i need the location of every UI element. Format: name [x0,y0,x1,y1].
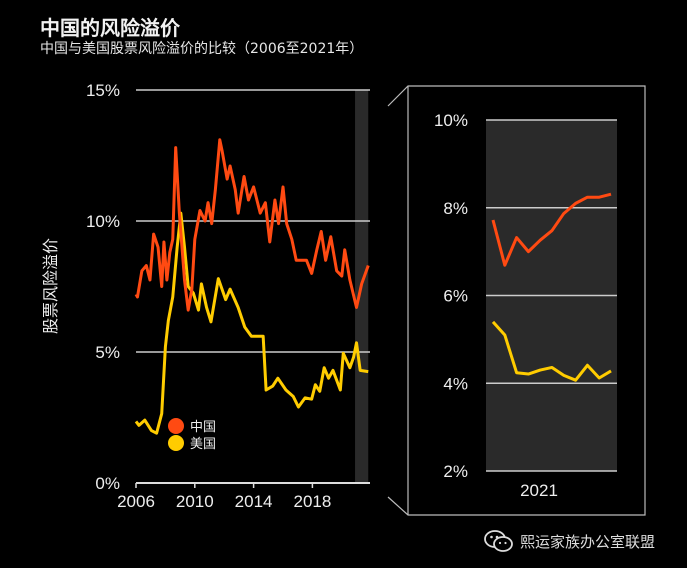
legend-label: 中国 [190,420,216,435]
wechat-icon [484,530,513,552]
inset-frame [387,85,646,516]
x-tick-label: 2021 [520,481,558,500]
y-tick-label: 0% [95,474,120,493]
legend-label: 美国 [190,437,216,452]
x-tick-label: 2014 [235,492,273,511]
x-tick-label: 2010 [176,492,214,511]
y-tick-label: 2% [443,462,468,481]
y-tick-label: 10% [434,111,468,130]
chart-subtitle: 中国与美国股票风险溢价的比较（2006至2021年） [40,41,364,57]
watermark-text: 熙运家族办公室联盟 [520,532,656,551]
chart-title: 中国的风险溢价 [40,16,180,40]
x-tick-label: 2018 [293,492,331,511]
inset-series-line-china [491,192,612,267]
inset-series-line-usa [491,320,612,382]
legend-marker [168,418,184,434]
y-axis-label: 股票风险溢价 [41,238,60,334]
y-tick-label: 6% [443,287,468,306]
watermark: 熙运家族办公室联盟 [484,530,655,552]
series-line-usa [134,211,369,435]
x-tick-label: 2006 [117,492,155,511]
y-tick-label: 4% [443,374,468,393]
series-line-china [134,138,370,312]
legend-marker [168,435,184,451]
y-tick-label: 5% [95,343,120,362]
inset-chart: 2% 4% 6% 8% 10% 2021 [387,85,646,516]
y-tick-label: 15% [86,81,120,100]
y-tick-label: 10% [86,212,120,231]
y-tick-label: 8% [443,199,468,218]
